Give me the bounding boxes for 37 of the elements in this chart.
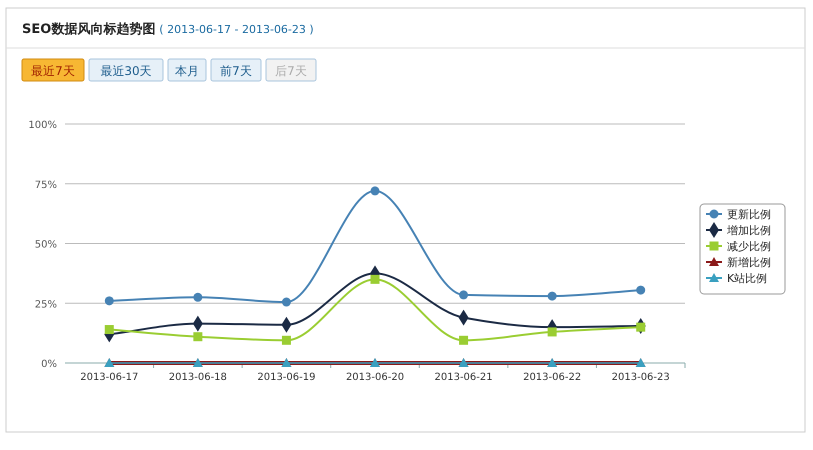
legend-label: 减少比例: [727, 240, 771, 253]
x-tick-label: 2013-06-20: [346, 372, 404, 383]
y-tick-label: 50%: [34, 240, 57, 250]
x-tick-label: 2013-06-22: [523, 372, 582, 383]
chart-subtitle: ( 2013-06-17 - 2013-06-23 ): [159, 23, 314, 36]
legend-label: 更新比例: [727, 208, 771, 221]
point: [370, 274, 380, 284]
point: [193, 292, 202, 302]
point: [370, 186, 380, 196]
point: [459, 336, 468, 345]
text: 后7天: [275, 64, 307, 78]
point: [459, 290, 468, 300]
point: [548, 327, 557, 336]
x-tick-label: 2013-06-21: [434, 372, 493, 383]
x-tick-label: 2013-06-19: [257, 372, 316, 383]
x-tick-label: 2013-06-23: [612, 372, 670, 383]
legend-label: 增加比例: [726, 224, 771, 237]
point: [104, 296, 114, 306]
point: [548, 292, 557, 301]
y-tick-label: 75%: [34, 180, 57, 191]
chart-title: SEO数据风向标趋势图: [22, 21, 156, 37]
x-tick-label: 2013-06-18: [168, 372, 227, 383]
y-tick-label: 0%: [41, 359, 57, 370]
x-tick-label: 2013-06-17: [80, 372, 138, 383]
y-tick-label: 25%: [34, 299, 57, 310]
text: 最近7天: [31, 64, 75, 78]
y-tick-label: 100%: [28, 120, 57, 131]
legend-label: K站比例: [727, 272, 768, 285]
point: [193, 332, 202, 342]
text: 前7天: [220, 64, 252, 78]
text: 本月: [175, 64, 199, 78]
point: [104, 325, 114, 334]
legend-label: 新增比例: [727, 256, 771, 269]
text: 最近30天: [100, 64, 152, 78]
point: [282, 298, 291, 307]
point: [636, 286, 646, 295]
point: [282, 336, 291, 345]
